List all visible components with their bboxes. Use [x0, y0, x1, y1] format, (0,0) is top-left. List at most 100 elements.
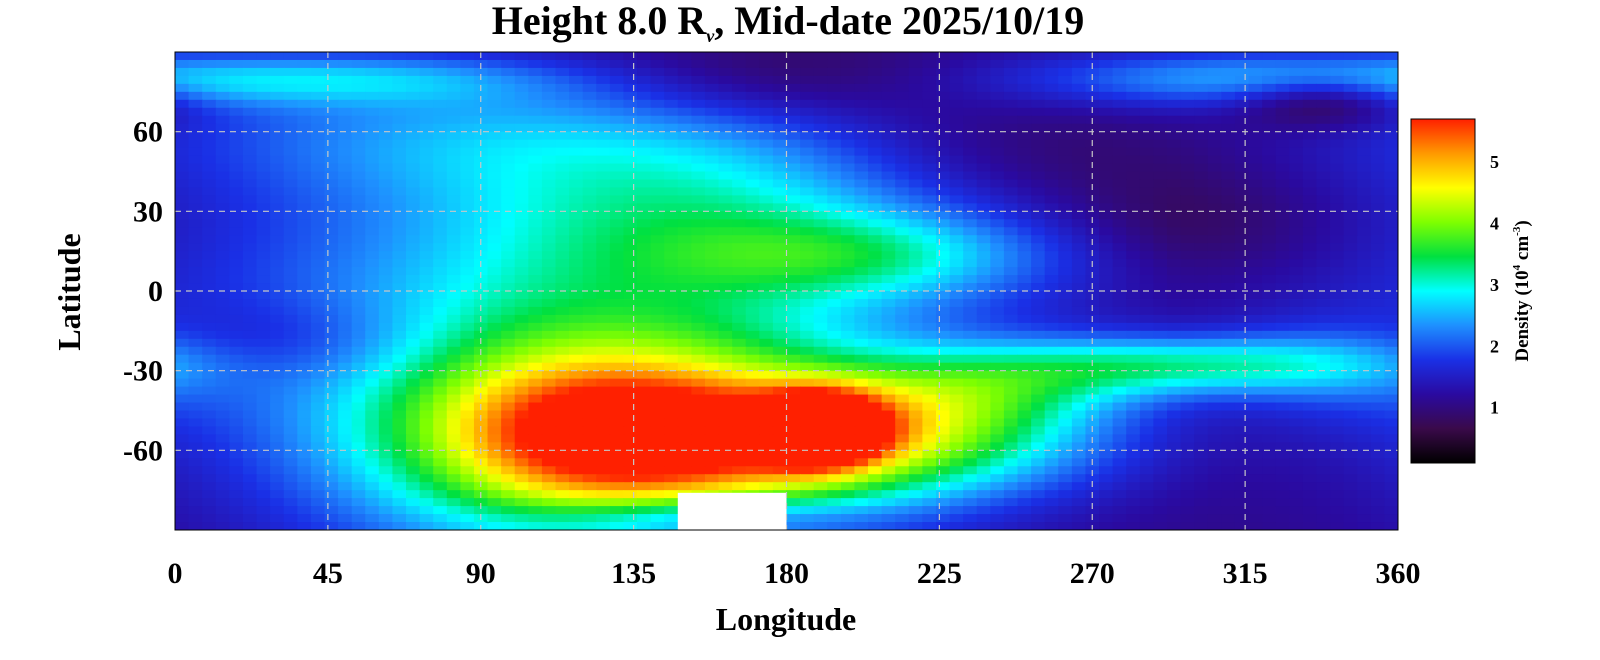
- heatmap-cell: [990, 322, 1005, 332]
- heatmap-cell: [881, 434, 896, 443]
- heatmap-cell: [908, 171, 923, 181]
- heatmap-cell: [310, 52, 326, 61]
- heatmap-cell: [297, 171, 312, 181]
- heatmap-cell: [1099, 322, 1114, 332]
- heatmap-cell: [175, 107, 190, 117]
- heatmap-cell: [1207, 458, 1222, 467]
- heatmap-cell: [270, 243, 285, 252]
- heatmap-cell: [868, 147, 883, 157]
- heatmap-cell: [419, 386, 434, 396]
- heatmap-cell: [188, 179, 203, 189]
- heatmap-cell: [569, 298, 584, 308]
- heatmap-cell: [1275, 219, 1290, 228]
- heatmap-cell: [1071, 378, 1087, 388]
- heatmap-cell: [1166, 67, 1182, 77]
- heatmap-cell: [854, 298, 869, 308]
- heatmap-cell: [514, 474, 529, 483]
- heatmap-cell: [772, 251, 788, 260]
- heatmap-cell: [1316, 306, 1331, 316]
- heatmap-cell: [1180, 187, 1195, 196]
- heatmap-cell: [175, 83, 190, 93]
- heatmap-cell: [175, 338, 190, 348]
- heatmap-cell: [1194, 306, 1209, 316]
- heatmap-cell: [1275, 362, 1290, 372]
- heatmap-cell: [365, 211, 380, 220]
- heatmap-cell: [1044, 394, 1059, 404]
- heatmap-cell: [908, 346, 923, 356]
- heatmap-cell: [1357, 91, 1372, 101]
- heatmap-cell: [229, 187, 244, 196]
- heatmap-cell: [1166, 123, 1182, 133]
- heatmap-cell: [922, 330, 937, 340]
- heatmap-cell: [854, 418, 869, 428]
- heatmap-cell: [202, 466, 217, 475]
- heatmap-cell: [1370, 251, 1386, 260]
- heatmap-cell: [1370, 67, 1386, 77]
- heatmap-cell: [514, 306, 529, 316]
- heatmap-cell: [596, 370, 611, 380]
- heatmap-cell: [854, 235, 869, 244]
- heatmap-cell: [854, 378, 869, 388]
- heatmap-cell: [501, 195, 516, 204]
- heatmap-cell: [419, 474, 434, 483]
- heatmap-cell: [827, 291, 842, 300]
- heatmap-cell: [1139, 243, 1154, 252]
- heatmap-cell: [854, 227, 869, 236]
- heatmap-cell: [1031, 402, 1046, 412]
- heatmap-cell: [895, 474, 910, 483]
- heatmap-cell: [175, 227, 190, 236]
- heatmap-cell: [881, 474, 896, 483]
- heatmap-cell: [582, 139, 597, 149]
- heatmap-cell: [650, 131, 665, 141]
- heatmap-cell: [908, 243, 923, 252]
- heatmap-cell: [1058, 275, 1073, 284]
- heatmap-cell: [908, 298, 923, 308]
- heatmap-cell: [1357, 251, 1372, 260]
- heatmap-cell: [827, 187, 842, 196]
- heatmap-cell: [1153, 107, 1168, 117]
- heatmap-cell: [718, 482, 733, 491]
- heatmap-cell: [1330, 346, 1345, 356]
- heatmap-cell: [283, 378, 298, 388]
- heatmap-cell: [908, 75, 923, 85]
- heatmap-cell: [704, 139, 720, 149]
- heatmap-cell: [650, 458, 665, 467]
- heatmap-cell: [1003, 378, 1019, 388]
- heatmap-cell: [1221, 378, 1236, 388]
- heatmap-cell: [908, 410, 923, 420]
- heatmap-cell: [1343, 386, 1358, 396]
- heatmap-cell: [1316, 179, 1331, 189]
- heatmap-cell: [650, 107, 665, 117]
- heatmap-cell: [868, 267, 883, 276]
- heatmap-cell: [392, 458, 407, 467]
- heatmap-cell: [1330, 219, 1345, 228]
- heatmap-cell: [406, 306, 421, 316]
- heatmap-cell: [1180, 115, 1195, 125]
- heatmap-cell: [1384, 83, 1398, 93]
- heatmap-cell: [895, 378, 910, 388]
- heatmap-cell: [854, 75, 869, 85]
- heatmap-cell: [188, 115, 203, 125]
- heatmap-cell: [1262, 203, 1277, 212]
- heatmap-cell: [569, 474, 584, 483]
- heatmap-cell: [297, 298, 312, 308]
- heatmap-cell: [460, 115, 475, 125]
- heatmap-cell: [1221, 75, 1236, 85]
- heatmap-cell: [664, 370, 679, 380]
- heatmap-cell: [378, 410, 394, 420]
- heatmap-cell: [501, 386, 516, 396]
- heatmap-cell: [949, 123, 964, 133]
- heatmap-cell: [1071, 314, 1087, 324]
- heatmap-cell: [1207, 227, 1222, 236]
- heatmap-cell: [1302, 195, 1318, 204]
- heatmap-cell: [1003, 75, 1019, 85]
- heatmap-cell: [419, 67, 434, 77]
- heatmap-cell: [419, 354, 434, 364]
- heatmap-cell: [270, 346, 285, 356]
- heatmap-cell: [813, 482, 828, 491]
- heatmap-cell: [1031, 314, 1046, 324]
- heatmap-cell: [895, 179, 910, 189]
- heatmap-cell: [229, 482, 244, 491]
- heatmap-cell: [732, 346, 747, 356]
- heatmap-cell: [1166, 370, 1182, 380]
